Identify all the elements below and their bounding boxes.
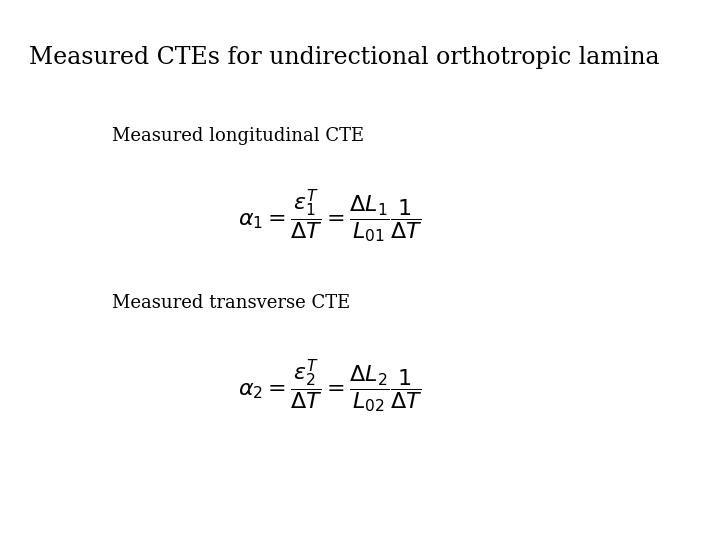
Text: $\alpha_1 = \dfrac{\varepsilon_1^T}{\Delta T} = \dfrac{\Delta L_1}{L_{01}} \dfra: $\alpha_1 = \dfrac{\varepsilon_1^T}{\Del… <box>238 187 422 245</box>
Text: Measured longitudinal CTE: Measured longitudinal CTE <box>112 127 364 145</box>
Text: Measured transverse CTE: Measured transverse CTE <box>112 294 350 312</box>
Text: $\alpha_2 = \dfrac{\varepsilon_2^T}{\Delta T} = \dfrac{\Delta L_2}{L_{02}} \dfra: $\alpha_2 = \dfrac{\varepsilon_2^T}{\Del… <box>238 357 422 415</box>
Text: Measured CTEs for undirectional orthotropic lamina: Measured CTEs for undirectional orthotro… <box>29 46 660 69</box>
